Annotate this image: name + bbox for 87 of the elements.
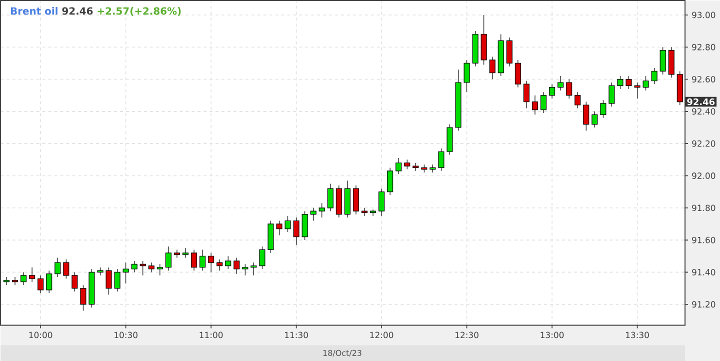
x-tick-label: 11:00 <box>200 332 223 338</box>
candlestick <box>617 76 624 90</box>
candlestick <box>558 76 564 91</box>
y-tick-label: 91.20 <box>692 301 716 308</box>
candlestick <box>626 76 632 90</box>
candlestick <box>523 80 530 108</box>
candlestick <box>250 262 257 276</box>
y-tick-label: 91.80 <box>692 204 716 211</box>
candlestick <box>234 257 240 274</box>
x-tick-label: 10:00 <box>29 332 52 338</box>
candlestick <box>608 82 615 107</box>
x-tick-label: 13:30 <box>626 332 649 338</box>
candlestick <box>540 92 547 114</box>
candlestick <box>190 249 198 271</box>
candlestick <box>396 158 402 174</box>
candlestick <box>216 258 223 271</box>
candlestick <box>46 270 52 294</box>
candlestick <box>438 148 444 172</box>
candlestick <box>114 268 120 292</box>
candlestick <box>514 60 521 88</box>
candlestick <box>549 84 556 99</box>
x-tick-label: 10:30 <box>114 332 138 338</box>
candlestick <box>592 111 598 128</box>
candlestick <box>140 260 146 276</box>
candlestick <box>642 76 649 91</box>
text: Brent oil <box>10 6 58 15</box>
candlestick <box>464 60 470 92</box>
candlestick <box>574 92 581 108</box>
candlestick <box>318 202 325 218</box>
candlestick <box>489 56 496 80</box>
candlestick <box>38 275 44 294</box>
candlestick <box>242 264 248 276</box>
candlestick <box>310 207 316 221</box>
candlestick <box>20 272 27 286</box>
candlestick <box>29 266 36 282</box>
candlestick <box>293 217 300 246</box>
candlestick <box>3 276 10 286</box>
candlestick <box>378 188 385 216</box>
y-tick-label: 92.40 <box>692 108 716 115</box>
candlestick <box>106 266 112 295</box>
y-tick-label: 92.00 <box>692 172 716 179</box>
candlestick <box>651 68 658 84</box>
candlestick <box>370 209 376 216</box>
candlestick <box>54 257 61 278</box>
candlestick <box>352 184 360 215</box>
candlestick <box>634 82 640 99</box>
candlestick <box>600 100 606 118</box>
y-tick-label: 92.20 <box>692 140 716 147</box>
x-tick-label: 12:30 <box>456 332 478 338</box>
candlestick <box>156 264 163 276</box>
candlestick <box>12 276 18 286</box>
candlestick <box>259 246 266 270</box>
candlestick <box>276 220 282 236</box>
candlestick <box>583 101 590 131</box>
candlestick <box>182 248 189 258</box>
candlestick <box>532 94 538 115</box>
x-tick-label: 11:30 <box>285 332 308 338</box>
candlestick <box>404 159 410 170</box>
y-tick-label: 92.60 <box>692 76 716 82</box>
annotation: 92.46 <box>62 7 93 15</box>
candlestick <box>327 183 334 212</box>
candlestick <box>63 258 70 279</box>
candlestick <box>506 37 512 67</box>
candlestick <box>566 78 572 99</box>
candlestick <box>284 216 291 232</box>
candlestick <box>131 260 138 272</box>
x-tick-label: 13:00 <box>540 332 564 338</box>
annotation: 92.46 <box>687 98 715 106</box>
candlestick <box>200 249 206 271</box>
candlestick <box>225 256 232 270</box>
candlestick <box>361 207 368 216</box>
candlestick <box>660 46 666 75</box>
candlestick <box>122 262 129 284</box>
annotation: +2.57(+2.86%) <box>98 6 181 16</box>
candlestick <box>302 210 308 240</box>
candlestick <box>387 167 394 196</box>
candlestick <box>148 262 154 272</box>
candlestick <box>174 249 180 258</box>
y-tick-label: 91.40 <box>692 268 716 276</box>
x-tick-label: 12:00 <box>370 332 394 338</box>
y-tick-label: 91.60 <box>692 236 716 244</box>
candlestick <box>165 246 172 271</box>
candlestick <box>208 252 214 272</box>
y-tick-label: 92.80 <box>692 44 716 50</box>
y-tick-label: 93.00 <box>692 12 716 18</box>
candlestick <box>80 284 86 311</box>
candlestick <box>72 272 78 292</box>
